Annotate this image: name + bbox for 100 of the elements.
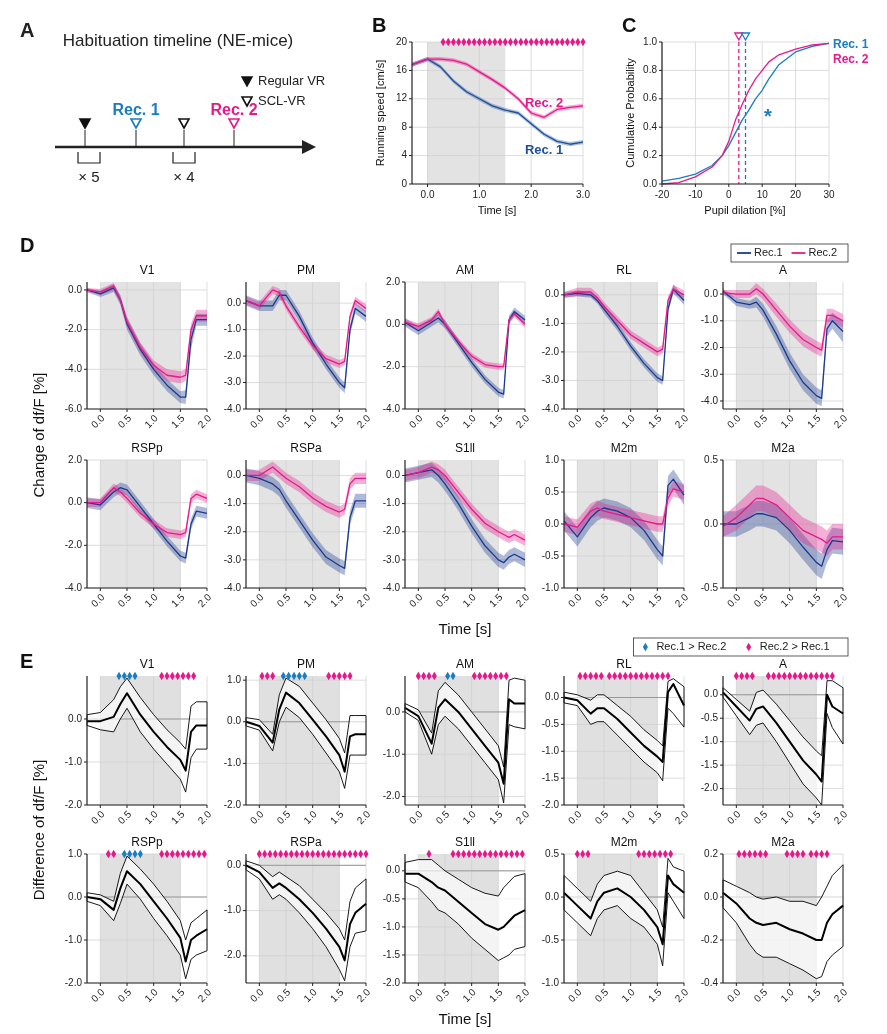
x-tick-label: 2.0 [672, 986, 691, 1005]
text: A [20, 19, 35, 42]
x-tick-label: 2.0 [513, 986, 532, 1005]
y-tick-label: -2.0 [223, 525, 242, 537]
y-tick-label: 0.0 [68, 712, 83, 724]
y-tick-label: 0.5 [545, 847, 560, 859]
y-tick-label: -0.5 [541, 718, 560, 730]
x-tick-label: 1.5 [169, 412, 187, 431]
y-tick-label: 0.0 [227, 469, 242, 481]
y-tick-label: -2.0 [382, 790, 401, 802]
x-tick-label: 0.5 [751, 808, 770, 827]
y-tick-label: -1.5 [700, 758, 719, 770]
y-tick-label: 0 [401, 177, 408, 189]
x-tick-label: 1.5 [169, 591, 187, 610]
y-tick-label: -2.0 [223, 349, 242, 361]
y-tick-label: 0.0 [704, 890, 719, 902]
chart-title: S1ll [454, 441, 476, 455]
chart-title: M2m [610, 835, 638, 849]
y-tick-label: -2.0 [541, 345, 560, 357]
x-axis-title: Pupil dilation [%] [704, 204, 786, 216]
x-tick-label: 1.5 [328, 808, 346, 827]
x-tick-label: 1.5 [328, 591, 346, 610]
y-tick-label: -2.0 [64, 798, 83, 810]
x-tick-label: 30 [823, 189, 835, 200]
y-tick-label: -1.0 [223, 323, 242, 335]
y-tick-label: -3.0 [700, 367, 719, 379]
x-tick-label: 1.0 [619, 808, 638, 827]
text: Regular VR [258, 73, 326, 89]
y-tick-label: -3.0 [223, 553, 242, 565]
x-tick-label: 1.5 [328, 986, 346, 1005]
y-tick-label: -2.0 [700, 341, 719, 353]
y-tick-label: 0.8 [643, 64, 658, 76]
y-tick-label: -1.0 [223, 497, 242, 509]
x-tick-label: 1.0 [778, 986, 797, 1005]
x-tick-label: 1.0 [619, 986, 638, 1005]
y-tick-label: -4.0 [64, 362, 83, 374]
x-tick-label: 2.0 [831, 986, 850, 1005]
y-tick-label: 20 [395, 35, 408, 47]
y-axis-title: Cumulative Probability [624, 57, 636, 168]
chart-title: M2a [771, 835, 795, 849]
legend-label: Rec.1 [754, 245, 783, 258]
y-tick-label: 0.0 [704, 287, 719, 299]
y-axis-title: Running speed [cm/s] [374, 59, 386, 167]
y-tick-label: -4.0 [541, 402, 560, 414]
x-tick-label: 0.5 [115, 808, 134, 827]
x-tick-label: 0.5 [115, 591, 134, 610]
y-tick-label: 0.0 [386, 317, 401, 329]
y-tick-label: -1.0 [700, 735, 719, 747]
chart-title: RSPp [131, 835, 163, 849]
x-tick-label: 1.0 [142, 591, 161, 610]
legend-label: Rec.1 > Rec.2 [656, 639, 727, 652]
x-tick-label: 1.5 [169, 986, 187, 1005]
y-tick-label: -1.0 [541, 581, 560, 593]
y-tick-label: -4.0 [223, 402, 242, 414]
y-tick-label: 0.0 [227, 296, 242, 308]
y-tick-label: 0.2 [704, 847, 719, 859]
chart-title: RSPa [290, 441, 322, 455]
y-tick-label: 0.0 [545, 288, 560, 300]
x-tick-label: 0.5 [751, 591, 770, 610]
x-tick-label: 0.5 [433, 808, 452, 827]
x-tick-label: 1.5 [646, 808, 664, 827]
x-tick-label: 1.0 [301, 808, 320, 827]
chart-title: RL [616, 263, 632, 277]
x-tick-label: 2.0 [524, 189, 539, 200]
x-tick-label: 1.5 [487, 591, 505, 610]
y-tick-label: 0.0 [545, 517, 560, 529]
y-tick-label: -2.0 [700, 782, 719, 794]
x-tick-label: 0.5 [592, 808, 611, 827]
x-tick-label: 0.0 [89, 591, 107, 610]
x-tick-label: 0.0 [420, 189, 435, 200]
x-tick-label: 0.0 [725, 808, 743, 827]
y-tick-label: -4.0 [700, 394, 719, 406]
y-tick-label: -1.0 [541, 976, 560, 988]
y-tick-label: -1.5 [541, 771, 560, 783]
chart-title: AM [456, 657, 474, 671]
x-tick-label: 2.0 [354, 591, 373, 610]
y-tick-label: 0.0 [68, 496, 83, 508]
x-tick-label: 1.5 [646, 412, 664, 431]
y-tick-label: -1.0 [541, 317, 560, 329]
x-tick-label: 0.0 [566, 412, 584, 431]
x-tick-label: 1.5 [805, 808, 823, 827]
chart-title: RL [616, 657, 632, 671]
y-tick-label: -2.0 [541, 798, 560, 810]
x-tick-label: 0.0 [89, 808, 107, 827]
x-tick-label: 1.5 [805, 986, 823, 1005]
x-tick-label: 0.0 [566, 986, 584, 1005]
y-axis-title: Change of df/F [%] [30, 372, 47, 498]
x-tick-label: 1.0 [460, 591, 479, 610]
text: Rec. 1 [112, 101, 160, 119]
y-tick-label: -0.5 [700, 711, 719, 723]
x-tick-label: 0.5 [115, 412, 134, 431]
x-tick-label: -10 [688, 189, 704, 200]
y-tick-label: 0.0 [386, 705, 401, 717]
x-tick-label: 0.5 [274, 412, 293, 431]
x-tick-label: 1.0 [301, 591, 320, 610]
y-tick-label: -4.0 [382, 402, 401, 414]
y-tick-label: 0.0 [545, 890, 560, 902]
x-tick-label: 3.0 [576, 189, 591, 200]
x-tick-label: 0.5 [751, 986, 770, 1005]
series-label: Rec. 1 [524, 142, 564, 158]
